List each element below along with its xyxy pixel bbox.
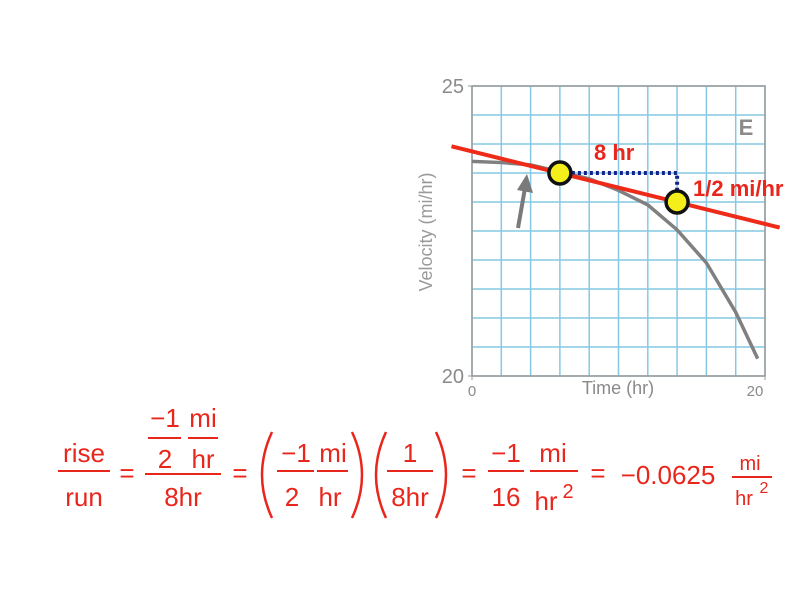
eq-exponent: 2 xyxy=(562,481,573,503)
eq-term: = xyxy=(461,458,476,488)
y-tick-label: 20 xyxy=(442,366,464,388)
x-tick-label: 0 xyxy=(468,383,476,400)
eq-term: 8hr xyxy=(164,482,202,512)
eq-term: mi xyxy=(319,438,346,468)
y-axis-label: Velocity (mi/hr) xyxy=(416,172,436,291)
x-tick-label: 20 xyxy=(747,383,764,400)
eq-term: mi xyxy=(739,453,760,475)
arrow-head xyxy=(517,174,533,193)
eq-term: hr xyxy=(534,486,557,516)
annotation: 8 hr xyxy=(594,140,635,165)
eq-term: 2 xyxy=(285,482,299,512)
parenthesis xyxy=(350,431,364,519)
parenthesis xyxy=(374,431,388,519)
eq-term: = xyxy=(232,458,247,488)
eq-term: 2 xyxy=(158,444,172,474)
y-tick-label: 25 xyxy=(442,76,464,98)
eq-exponent: 2 xyxy=(760,480,769,497)
eq-term: −1 xyxy=(491,438,521,468)
eq-term: 1 xyxy=(403,438,417,468)
eq-term: hr xyxy=(191,444,214,474)
eq-term: −1 xyxy=(281,438,311,468)
eq-term: −1 xyxy=(150,403,180,433)
x-axis-label: Time (hr) xyxy=(582,378,654,398)
eq-term: = xyxy=(590,458,605,488)
eq-term: −0.0625 xyxy=(621,460,716,490)
tangent-point xyxy=(547,160,573,186)
annotation: 1/2 mi/hr xyxy=(693,176,784,201)
eq-term: 8hr xyxy=(391,482,429,512)
eq-term: mi xyxy=(539,438,566,468)
equation: rise run = −1 2 mi hr 8hr = −1 2 mi hr 1… xyxy=(58,403,772,519)
arrow xyxy=(516,187,527,229)
eq-term: 16 xyxy=(492,482,521,512)
eq-term: = xyxy=(119,458,134,488)
panel-letter: E xyxy=(739,115,754,140)
eq-term: hr xyxy=(735,488,753,510)
tangent-line xyxy=(451,144,781,230)
eq-term: run xyxy=(65,482,103,512)
parenthesis xyxy=(434,431,448,519)
eq-term: hr xyxy=(318,482,341,512)
eq-term: rise xyxy=(63,438,105,468)
plot-frame xyxy=(471,85,766,377)
tangent-point xyxy=(664,189,690,215)
parenthesis xyxy=(260,431,274,519)
eq-term: mi xyxy=(189,403,216,433)
